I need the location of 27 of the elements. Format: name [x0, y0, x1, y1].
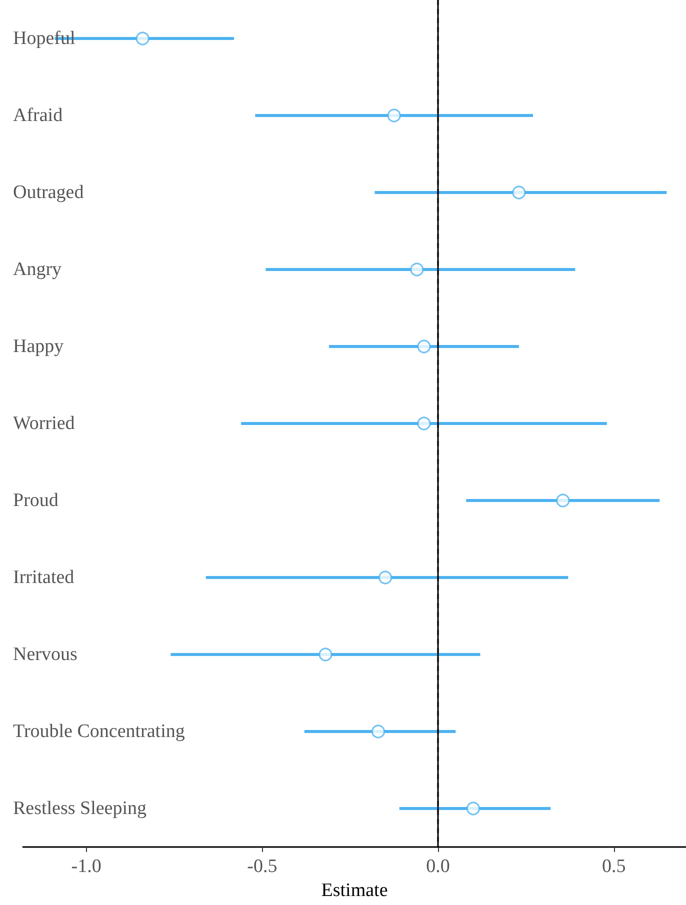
- y-tick-label: Irritated: [13, 567, 75, 588]
- y-tick-label: Afraid: [13, 105, 64, 126]
- y-tick-label: Worried: [13, 413, 76, 434]
- point: [466, 802, 480, 816]
- point: [136, 32, 150, 46]
- y-tick-label: Nervous: [13, 644, 78, 665]
- y-tick-label: Trouble Concentrating: [13, 721, 186, 742]
- y-tick-label: Outraged: [13, 182, 84, 203]
- point: [372, 724, 385, 738]
- point: [410, 262, 424, 276]
- point: [512, 186, 526, 200]
- point: [387, 108, 401, 122]
- x-tick-label: -1.0: [71, 856, 102, 877]
- point: [556, 494, 570, 508]
- x-tick-label: 0.5: [602, 856, 626, 877]
- y-tick-label: Hopeful: [13, 28, 76, 49]
- x-axis-title: Estimate: [321, 880, 388, 901]
- y-tick-label: Proud: [13, 490, 59, 511]
- x-tick-label: -0.5: [247, 856, 278, 877]
- y-tick-label: Restless Sleeping: [13, 798, 148, 819]
- point: [378, 570, 392, 584]
- y-tick-label: Angry: [13, 259, 62, 280]
- x-tick-label: 0.0: [426, 856, 450, 877]
- point: [417, 416, 431, 430]
- y-tick-label: Happy: [13, 336, 64, 357]
- point: [417, 340, 431, 354]
- point: [318, 648, 332, 662]
